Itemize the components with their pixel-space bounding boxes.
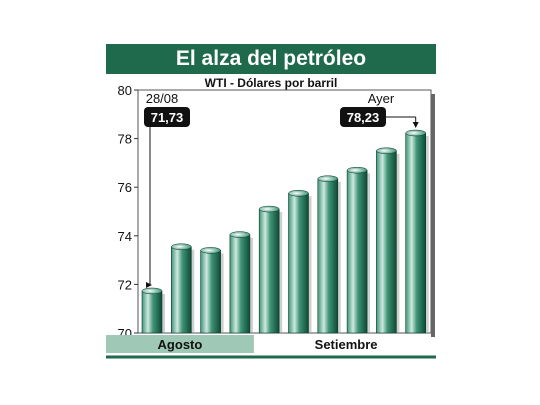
bar xyxy=(141,290,163,334)
chart-subtitle: WTI - Dólares por barril xyxy=(204,76,338,90)
bar xyxy=(171,246,192,334)
y-tick-label: 80 xyxy=(118,83,132,98)
annotation-box xyxy=(144,107,190,127)
y-tick-label: 76 xyxy=(118,180,132,195)
bar xyxy=(405,132,427,334)
chart-title: El alza del petróleo xyxy=(106,44,436,74)
y-tick-label: 78 xyxy=(118,132,132,147)
annotation-value: 71,73 xyxy=(151,110,184,125)
bar-cap xyxy=(317,175,339,182)
bar xyxy=(258,208,280,334)
bar xyxy=(200,250,221,334)
frame-shadow xyxy=(431,94,435,337)
bar xyxy=(229,234,251,334)
period-band xyxy=(106,335,254,353)
bar-cap xyxy=(200,247,221,254)
bar-cap xyxy=(141,287,163,295)
y-tick-label: 74 xyxy=(118,229,132,244)
bar xyxy=(376,150,397,334)
bar-cap xyxy=(346,166,368,174)
bar-cap xyxy=(258,205,280,213)
bar xyxy=(346,169,368,334)
period-label: Agosto xyxy=(158,337,203,352)
bar xyxy=(317,178,339,334)
annotation-arrow xyxy=(412,122,419,129)
bar-cap xyxy=(229,231,251,238)
annotation-value: 78,23 xyxy=(347,110,380,125)
period-label: Setiembre xyxy=(315,337,378,352)
annotation-label: 28/08 xyxy=(146,91,179,106)
bar-cap xyxy=(405,129,426,137)
bar-cap xyxy=(171,243,192,250)
y-tick-label: 72 xyxy=(118,277,132,292)
annotation-arrow xyxy=(146,281,152,288)
annotation-label: Ayer xyxy=(368,91,395,106)
bar-cap xyxy=(288,190,309,197)
annotation-box xyxy=(340,107,386,127)
bar-cap xyxy=(376,147,397,154)
bar xyxy=(288,192,309,334)
